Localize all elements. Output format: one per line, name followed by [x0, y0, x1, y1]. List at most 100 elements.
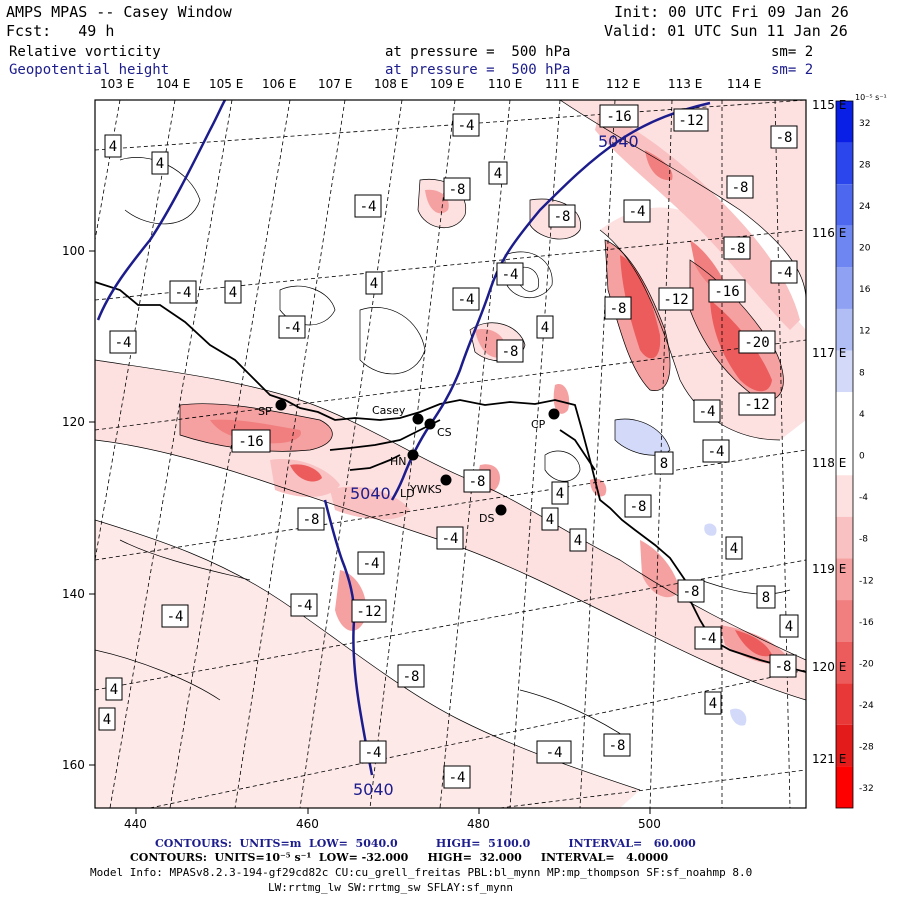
svg-text:-8: -8 [609, 738, 626, 754]
lon-label: 109 E [430, 77, 465, 91]
contour-label: -12 [351, 599, 387, 623]
station-label: YWKS [409, 483, 442, 496]
colorbar-level-label: 32 [859, 119, 870, 129]
colorbar-swatch [836, 184, 853, 226]
svg-text:-4: -4 [458, 292, 475, 308]
y-tick-label: 100 [62, 244, 85, 258]
contour-label: 4 [105, 677, 123, 701]
svg-text:-8: -8 [403, 669, 420, 685]
colorbar-swatch [836, 267, 853, 309]
svg-text:-4: -4 [365, 745, 382, 761]
contour-label: -4 [354, 194, 382, 218]
x-tick-label: 460 [296, 817, 319, 831]
height-labels: 5040 5040 5040 [350, 132, 639, 799]
colorbar-level-label: -28 [859, 743, 874, 753]
contour-label: -8 [496, 339, 524, 363]
svg-text:-16: -16 [238, 434, 263, 450]
svg-text:-8: -8 [502, 344, 519, 360]
colorbar-level-label: -12 [859, 576, 874, 586]
colorbar-level-label: 20 [859, 244, 871, 254]
svg-text:-8: -8 [303, 512, 320, 528]
contour-label: -16 [231, 429, 271, 453]
lon-label: 103 E [100, 77, 135, 91]
lon-label-right: 118 E [812, 456, 847, 470]
contour-label: 4 [541, 507, 559, 531]
contour-label: -4 [359, 740, 387, 764]
contour-label: -12 [673, 108, 709, 132]
stations: SP Casey CS HN LD YWKS DS CP [258, 399, 560, 525]
station-marker [495, 504, 507, 516]
contour-label: -4 [161, 604, 189, 628]
svg-text:4: 4 [109, 139, 117, 155]
lon-label: 104 E [156, 77, 191, 91]
colorbar-swatch [836, 766, 853, 808]
contour-label: 4 [779, 614, 799, 638]
contour-label: -8 [443, 177, 471, 201]
station-label: CP [531, 418, 546, 431]
colorbar-level-label: -4 [859, 493, 868, 503]
contour-label: -4 [443, 765, 471, 789]
field2-name: Geopotential height [9, 62, 170, 78]
svg-text:4: 4 [110, 682, 118, 698]
colorbar-level-label: 16 [859, 285, 871, 295]
contour-label: -8 [624, 494, 652, 518]
lon-label: 110 E [488, 77, 523, 91]
colorbar-swatch [836, 142, 853, 185]
colorbar-swatch [836, 516, 853, 559]
svg-text:4: 4 [556, 486, 564, 502]
contour-label: -8 [723, 236, 751, 260]
svg-text:-4: -4 [629, 204, 646, 220]
lon-label-right: 121 E [812, 752, 847, 766]
svg-text:-8: -8 [554, 209, 571, 225]
colorbar-level-label: 0 [859, 452, 865, 462]
contour-label: 4 [224, 280, 242, 304]
contour-label: -4 [357, 551, 385, 575]
station-label: DS [479, 512, 494, 525]
contour-label: -8 [677, 579, 705, 603]
svg-text:4: 4 [785, 619, 793, 635]
field1-name: Relative vorticity [9, 44, 161, 60]
contour-label: 8 [756, 585, 776, 609]
footer-vorticity-contours: CONTOURS: UNITS=10⁻⁵ s⁻¹ LOW= -32.000 HI… [130, 851, 669, 864]
colorbar-level-label: 24 [859, 202, 871, 212]
colorbar-units: 10⁻⁵ s⁻¹ [855, 93, 887, 102]
station-marker [407, 449, 419, 461]
svg-text:-12: -12 [663, 292, 688, 308]
svg-text:4: 4 [156, 156, 164, 172]
valid-time: Valid: 01 UTC Sun 11 Jan 26 [604, 22, 848, 40]
station-label: CS [437, 426, 452, 439]
svg-text:-8: -8 [449, 182, 466, 198]
svg-text:-8: -8 [610, 301, 627, 317]
svg-text:-8: -8 [732, 180, 749, 196]
contour-label: -8 [770, 125, 798, 149]
contour-label: -4 [694, 626, 722, 650]
y-tick-label: 160 [62, 758, 85, 772]
svg-text:-4: -4 [175, 285, 192, 301]
colorbar-level-label: -20 [859, 659, 874, 669]
y-tick-label: 120 [62, 415, 85, 429]
height-label: 5040 [350, 484, 391, 503]
svg-text:-8: -8 [683, 584, 700, 600]
colorbar-level-label: -8 [859, 535, 868, 545]
svg-text:8: 8 [660, 456, 668, 472]
svg-text:-4: -4 [502, 267, 519, 283]
svg-text:-8: -8 [469, 474, 486, 490]
svg-text:-4: -4 [546, 745, 563, 761]
svg-text:4: 4 [103, 712, 111, 728]
svg-text:4: 4 [541, 320, 549, 336]
station-marker [412, 413, 424, 425]
height-label: 5040 [353, 780, 394, 799]
contour-label: -8 [726, 175, 754, 199]
colorbar-swatch [836, 683, 853, 725]
contour-label: -4 [169, 280, 197, 304]
contour-label: -8 [397, 664, 425, 688]
svg-text:-8: -8 [630, 499, 647, 515]
contour-label: -8 [769, 654, 797, 678]
forecast-hour: Fcst: 49 h [6, 22, 115, 40]
contour-label: -4 [109, 330, 137, 354]
contour-label: 4 [365, 271, 383, 295]
svg-text:-4: -4 [167, 609, 184, 625]
lon-label-right: 115 E [812, 98, 847, 112]
colorbar-swatch [836, 433, 853, 476]
